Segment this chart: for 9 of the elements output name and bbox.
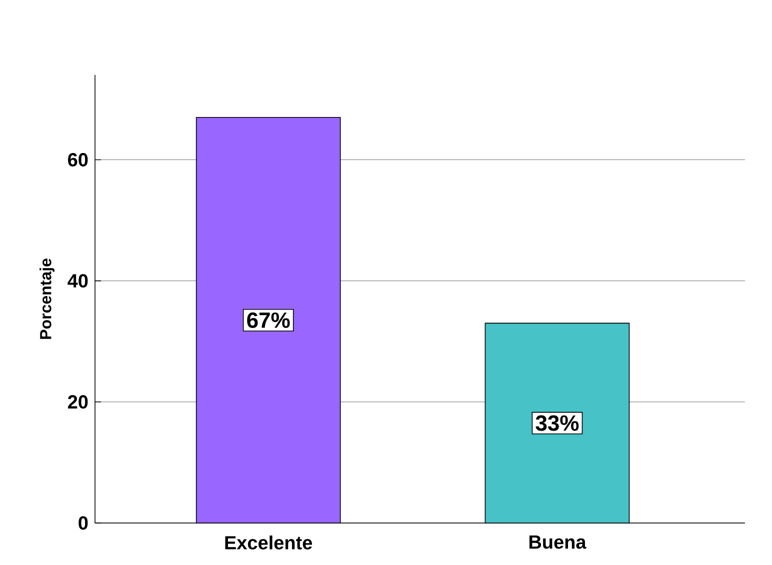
y-tick-label: 60	[68, 153, 88, 166]
data-label: 67%	[247, 312, 290, 328]
y-tick-label: 0	[78, 516, 88, 530]
data-label: 33%	[536, 415, 579, 431]
y-tick-label: 20	[68, 395, 88, 409]
x-tick-label: Excelente	[225, 536, 312, 550]
y-tick-label: 40	[68, 274, 88, 288]
y-axis-title: Porcentaje	[40, 258, 54, 339]
x-tick-label: Buena	[529, 536, 586, 549]
